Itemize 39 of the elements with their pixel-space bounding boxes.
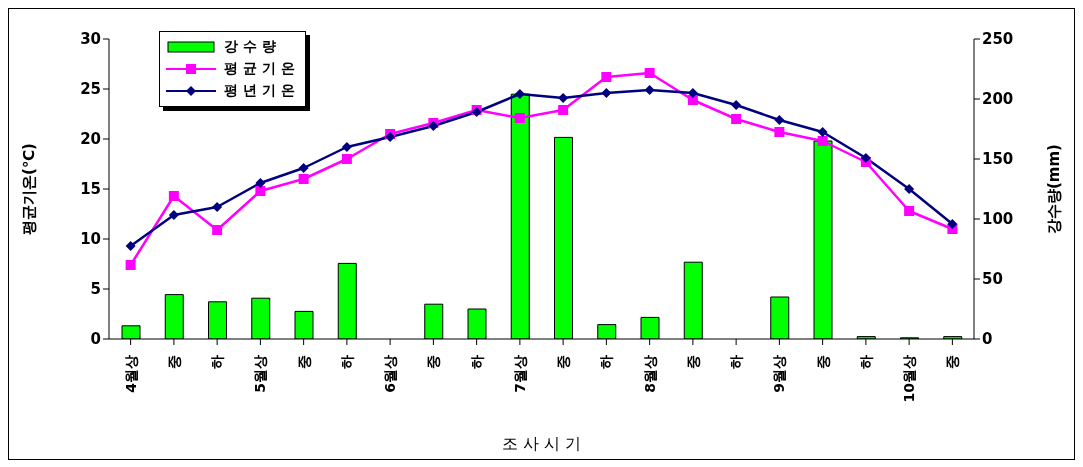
x-axis-title: 조 사 시 기 [501,434,582,453]
x-tick-label: 중 [425,355,442,369]
legend-label: 평 균 기 온 [224,60,295,78]
x-tick-label: 중 [165,355,182,369]
x-tick-label: 하 [209,355,226,369]
x-tick-label: 중 [944,355,961,369]
x-tick-label: 중 [684,355,701,369]
x-tick-label: 하 [468,355,485,369]
y2-tick-label: 250 [982,30,1014,49]
y2-tick-label: 0 [982,330,993,349]
x-tick-label: 5월상 [252,355,269,393]
y-tick-label: 5 [90,280,101,299]
x-tick-label: 하 [338,355,355,369]
y2-tick-label: 50 [982,270,1003,289]
x-tick-label: 하 [857,355,874,369]
legend-label: 평 년 기 온 [224,82,295,100]
y-tick-label: 20 [80,130,101,149]
x-tick-label: 하 [728,355,745,369]
x-tick-label: 9월상 [771,355,788,393]
y-tick-label: 15 [80,180,101,199]
x-tick-label: 10월상 [901,355,918,403]
x-tick-label: 하 [598,355,615,369]
y2-tick-label: 150 [982,150,1014,169]
y-tick-label: 25 [80,80,101,99]
x-tick-label: 8월상 [641,355,658,393]
x-tick-label: 4월상 [122,355,139,393]
y-tick-label: 10 [80,230,101,249]
y2-tick-label: 200 [982,90,1014,109]
y-tick-label: 30 [80,30,101,49]
legend-label: 강 수 량 [224,38,276,56]
x-tick-label: 중 [555,355,572,369]
y-axis-title: 평균기온(℃) [20,143,39,235]
x-tick-label: 7월상 [511,355,528,393]
x-tick-label: 중 [295,355,312,369]
x-tick-label: 6월상 [382,355,399,393]
y2-tick-label: 100 [982,210,1014,229]
y2-axis-title: 강수량(mm) [1045,144,1064,234]
y-tick-label: 0 [90,330,101,349]
x-tick-label: 중 [814,355,831,369]
